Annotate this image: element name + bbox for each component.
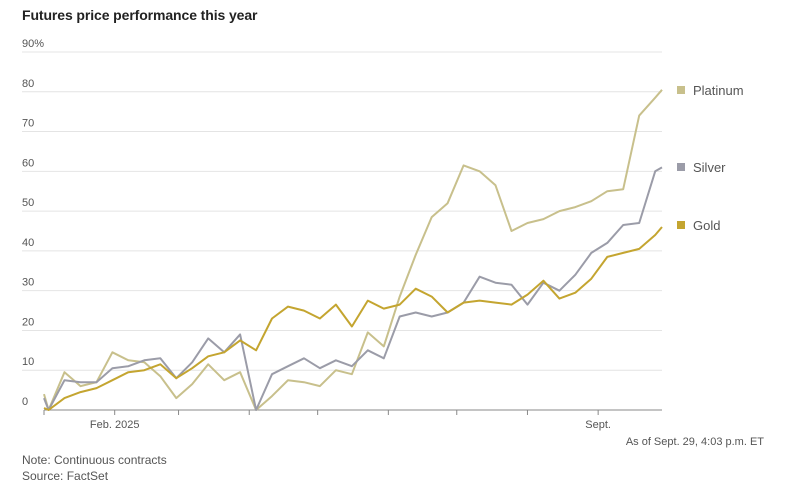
chart-source: Source: FactSet <box>22 469 109 483</box>
chart-note: Note: Continuous contracts <box>22 453 167 467</box>
legend-label-platinum: Platinum <box>693 83 744 98</box>
legend-label-silver: Silver <box>693 160 726 175</box>
grid-lines <box>22 51 662 371</box>
series-lines <box>43 89 663 411</box>
x-tick-label: Feb. 2025 <box>90 419 140 431</box>
y-tick-label: 40 <box>22 237 34 249</box>
y-tick-label: 70 <box>22 118 34 130</box>
y-tick-label: 0 <box>22 396 28 408</box>
legend-swatch-gold <box>677 221 685 229</box>
y-axis-labels: 0 10 20 30 40 50 60 70 80 90% <box>22 38 44 408</box>
x-axis: Feb. 2025 Sept. <box>43 409 662 431</box>
legend: Platinum Silver Gold <box>677 83 744 233</box>
y-tick-label: 90% <box>22 38 44 50</box>
legend-label-gold: Gold <box>693 218 720 233</box>
series-line-platinum <box>43 89 663 411</box>
chart-title: Futures price performance this year <box>22 7 258 23</box>
y-tick-label: 20 <box>22 316 34 328</box>
y-tick-label: 60 <box>22 157 34 169</box>
as-of-timestamp: As of Sept. 29, 4:03 p.m. ET <box>625 436 764 448</box>
x-tick-label: Sept. <box>585 419 611 431</box>
y-tick-label: 50 <box>22 197 34 209</box>
y-tick-label: 10 <box>22 356 34 368</box>
series-line-silver <box>43 166 663 411</box>
series-line-gold <box>43 226 663 411</box>
y-tick-label: 80 <box>22 78 34 90</box>
y-tick-label: 30 <box>22 277 34 289</box>
legend-swatch-silver <box>677 163 685 171</box>
legend-swatch-platinum <box>677 86 685 94</box>
